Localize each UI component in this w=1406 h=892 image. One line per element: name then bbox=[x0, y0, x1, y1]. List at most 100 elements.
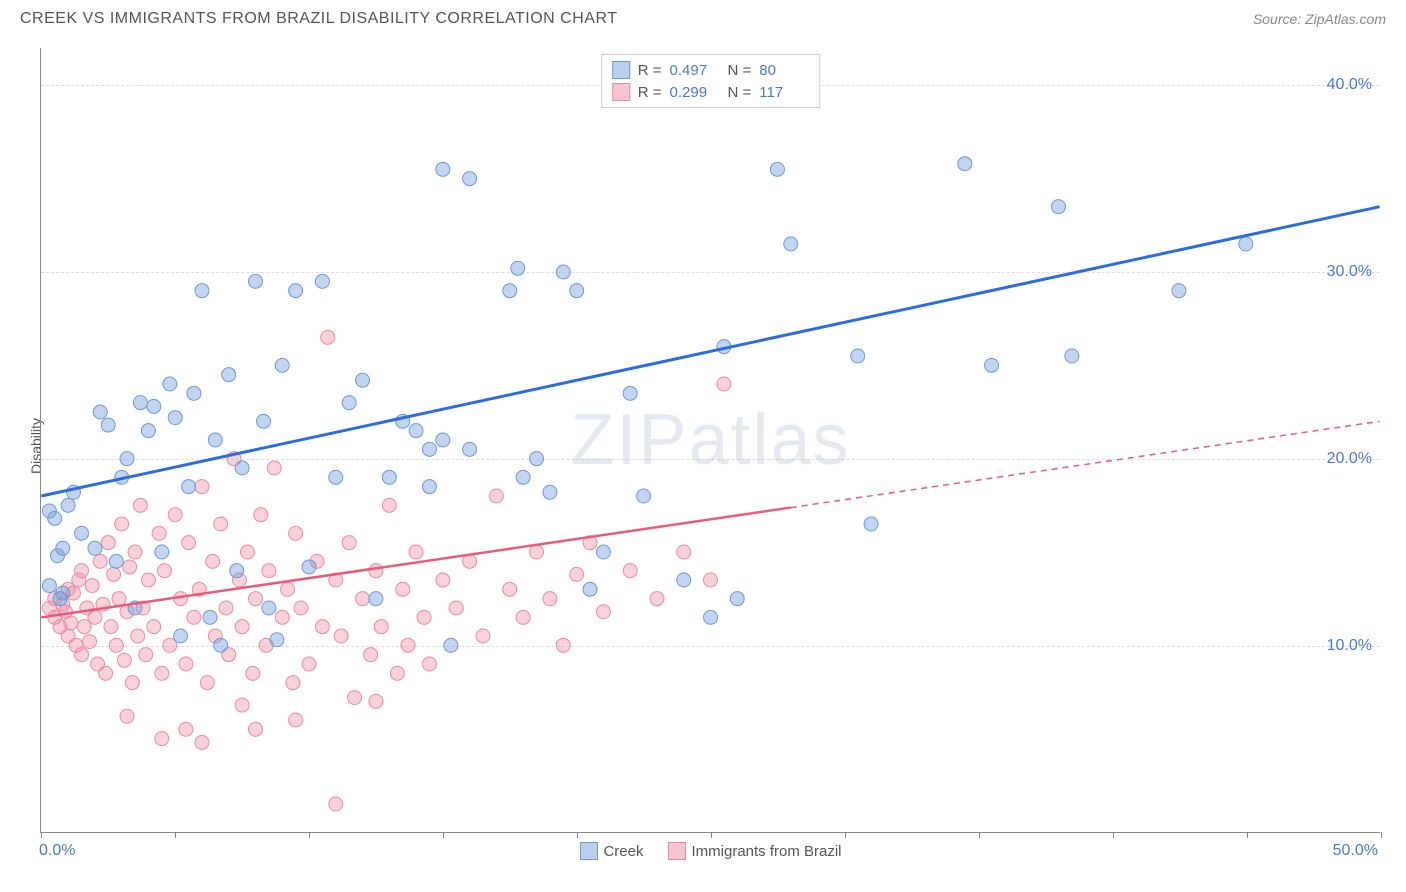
legend-swatch-brazil bbox=[612, 83, 630, 101]
scatter-point bbox=[422, 442, 436, 456]
legend-n-value-brazil: 117 bbox=[759, 84, 809, 101]
scatter-point bbox=[174, 629, 188, 643]
scatter-point bbox=[516, 610, 530, 624]
scatter-point bbox=[133, 396, 147, 410]
scatter-point bbox=[203, 610, 217, 624]
scatter-point bbox=[182, 536, 196, 550]
scatter-point bbox=[958, 157, 972, 171]
scatter-point bbox=[133, 498, 147, 512]
scatter-point bbox=[246, 666, 260, 680]
x-tick-mark bbox=[443, 832, 444, 838]
legend-label-brazil: Immigrants from Brazil bbox=[691, 843, 841, 860]
scatter-point bbox=[417, 610, 431, 624]
scatter-point bbox=[195, 480, 209, 494]
x-tick-mark bbox=[1247, 832, 1248, 838]
scatter-point bbox=[109, 554, 123, 568]
x-axis-max-label: 50.0% bbox=[1333, 842, 1378, 860]
legend-r-value-creek: 0.497 bbox=[670, 62, 720, 79]
scatter-point bbox=[390, 666, 404, 680]
scatter-point bbox=[155, 732, 169, 746]
scatter-point bbox=[444, 638, 458, 652]
scatter-point bbox=[556, 265, 570, 279]
scatter-point bbox=[254, 508, 268, 522]
scatter-point bbox=[342, 536, 356, 550]
scatter-point bbox=[623, 386, 637, 400]
scatter-point bbox=[463, 172, 477, 186]
scatter-point bbox=[302, 657, 316, 671]
scatter-point bbox=[704, 573, 718, 587]
scatter-point bbox=[214, 638, 228, 652]
scatter-point bbox=[530, 452, 544, 466]
scatter-point bbox=[248, 274, 262, 288]
scatter-point bbox=[543, 485, 557, 499]
scatter-point bbox=[75, 648, 89, 662]
legend-swatch-creek-icon bbox=[579, 842, 597, 860]
scatter-point bbox=[235, 698, 249, 712]
scatter-point bbox=[270, 633, 284, 647]
scatter-point bbox=[208, 433, 222, 447]
scatter-point bbox=[56, 541, 70, 555]
scatter-point bbox=[409, 424, 423, 438]
scatter-point bbox=[182, 480, 196, 494]
scatter-point bbox=[257, 414, 271, 428]
trend-line bbox=[41, 508, 790, 618]
x-tick-mark bbox=[577, 832, 578, 838]
scatter-point bbox=[289, 713, 303, 727]
scatter-point bbox=[503, 582, 517, 596]
scatter-point bbox=[623, 564, 637, 578]
scatter-point bbox=[117, 653, 131, 667]
scatter-point bbox=[730, 592, 744, 606]
scatter-point bbox=[286, 676, 300, 690]
scatter-point bbox=[187, 610, 201, 624]
scatter-point bbox=[88, 541, 102, 555]
scatter-point bbox=[147, 620, 161, 634]
scatter-point bbox=[99, 666, 113, 680]
scatter-point bbox=[374, 620, 388, 634]
scatter-point bbox=[289, 526, 303, 540]
scatter-point bbox=[187, 386, 201, 400]
scatter-point bbox=[83, 635, 97, 649]
scatter-point bbox=[206, 554, 220, 568]
legend-n-label: N = bbox=[728, 84, 752, 101]
scatter-point bbox=[583, 582, 597, 596]
scatter-point bbox=[93, 405, 107, 419]
legend-row-brazil: R = 0.299 N = 117 bbox=[612, 81, 810, 103]
scatter-point bbox=[369, 564, 383, 578]
legend-row-creek: R = 0.497 N = 80 bbox=[612, 59, 810, 81]
scatter-point bbox=[985, 358, 999, 372]
scatter-point bbox=[570, 567, 584, 581]
scatter-point bbox=[369, 694, 383, 708]
scatter-point bbox=[112, 592, 126, 606]
scatter-point bbox=[168, 508, 182, 522]
scatter-point bbox=[235, 620, 249, 634]
scatter-point bbox=[42, 579, 56, 593]
scatter-point bbox=[543, 592, 557, 606]
trend-line-dashed bbox=[791, 421, 1380, 507]
scatter-point bbox=[267, 461, 281, 475]
scatter-point bbox=[200, 676, 214, 690]
scatter-point bbox=[155, 545, 169, 559]
scatter-point bbox=[88, 610, 102, 624]
scatter-point bbox=[128, 545, 142, 559]
scatter-point bbox=[489, 489, 503, 503]
scatter-point bbox=[396, 582, 410, 596]
scatter-point bbox=[329, 470, 343, 484]
scatter-point bbox=[141, 424, 155, 438]
scatter-point bbox=[784, 237, 798, 251]
scatter-point bbox=[637, 489, 651, 503]
scatter-point bbox=[596, 605, 610, 619]
scatter-point bbox=[168, 411, 182, 425]
trend-line bbox=[41, 207, 1379, 496]
x-tick-mark bbox=[1381, 832, 1382, 838]
correlation-legend: R = 0.497 N = 80 R = 0.299 N = 117 bbox=[601, 54, 821, 108]
chart-title: CREEK VS IMMIGRANTS FROM BRAZIL DISABILI… bbox=[20, 10, 618, 28]
scatter-point bbox=[93, 554, 107, 568]
scatter-point bbox=[436, 162, 450, 176]
scatter-point bbox=[556, 638, 570, 652]
scatter-point bbox=[195, 284, 209, 298]
scatter-point bbox=[179, 722, 193, 736]
scatter-point bbox=[704, 610, 718, 624]
chart-header: CREEK VS IMMIGRANTS FROM BRAZIL DISABILI… bbox=[0, 0, 1406, 36]
scatter-point bbox=[436, 433, 450, 447]
scatter-point bbox=[104, 620, 118, 634]
